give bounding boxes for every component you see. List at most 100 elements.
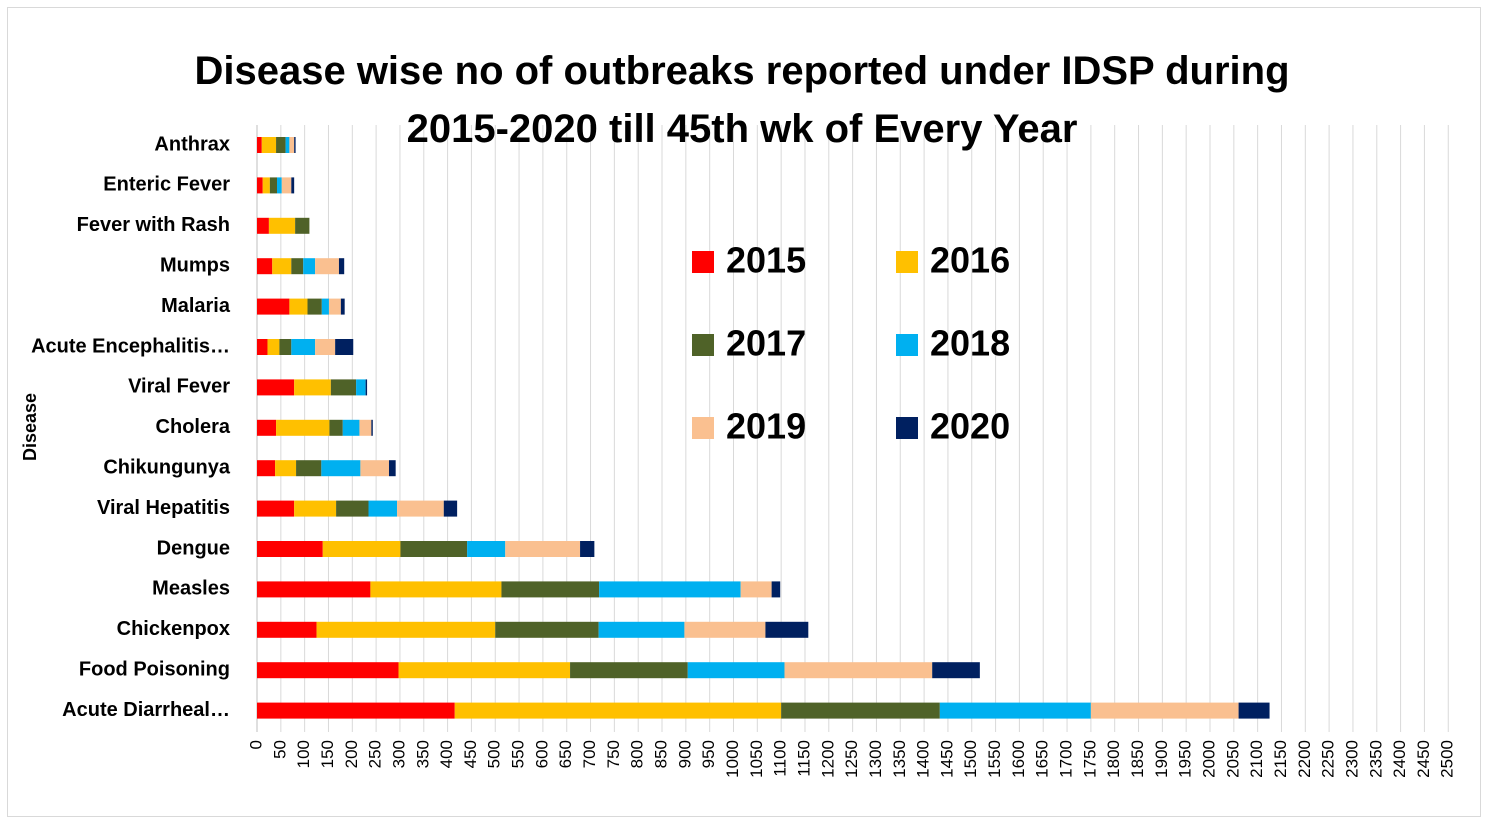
chart-frame xyxy=(7,7,1481,817)
bar-segment-2016 xyxy=(398,662,571,679)
legend-label-2016: 2016 xyxy=(930,240,1010,281)
x-tick-label: 750 xyxy=(604,740,623,768)
legend-swatch-2020 xyxy=(896,417,918,439)
legend-swatch-2016 xyxy=(896,251,918,273)
bar-segment-2015 xyxy=(257,621,317,638)
bar-segment-2016 xyxy=(261,137,277,153)
category-label: Mumps xyxy=(160,254,230,276)
x-tick-label: 1550 xyxy=(985,740,1004,778)
x-tick-label: 2100 xyxy=(1247,740,1266,778)
x-tick-label: 1100 xyxy=(771,740,790,777)
bar-segment-2016 xyxy=(322,541,401,557)
x-tick-label: 1150 xyxy=(794,740,813,777)
bar-segment-2018 xyxy=(939,702,1091,719)
bar-segment-2017 xyxy=(269,177,278,194)
x-tick-label: 100 xyxy=(294,740,313,768)
bar-segment-2020 xyxy=(932,662,980,679)
bar-segment-2019 xyxy=(315,339,336,355)
x-tick-label: 500 xyxy=(485,740,504,768)
category-label: Viral Hepatitis xyxy=(97,497,230,519)
x-tick-label: 50 xyxy=(270,740,289,759)
bar-segment-2020 xyxy=(1238,702,1270,719)
bar-segment-2018 xyxy=(303,258,316,275)
x-tick-label: 1750 xyxy=(1080,740,1099,778)
bar-segment-2020 xyxy=(340,298,345,315)
bar-segment-2016 xyxy=(272,258,292,275)
bar-segment-2016 xyxy=(267,339,280,355)
category-label: Anthrax xyxy=(154,133,230,155)
x-tick-label: 300 xyxy=(389,740,408,768)
category-label: Dengue xyxy=(157,537,230,559)
x-tick-label: 150 xyxy=(318,740,337,768)
category-labels: Anthrax Enteric Fever Fever with Rash Mumps… xyxy=(31,133,231,721)
bar-segment-2016 xyxy=(262,177,270,194)
bar-segment-2015 xyxy=(257,339,268,355)
bar-segment-2017 xyxy=(400,541,468,557)
x-tick-label: 2400 xyxy=(1390,740,1409,778)
category-label: Acute Encephalitis… xyxy=(31,335,230,357)
bar-segment-2019 xyxy=(315,258,339,275)
bar-segment-2019 xyxy=(360,460,389,477)
x-tick-label: 0 xyxy=(246,740,265,749)
category-label: Fever with Rash xyxy=(77,214,230,236)
x-tick-label: 1900 xyxy=(1152,740,1171,778)
bar-segment-2016 xyxy=(276,419,330,436)
x-tick-label: 1600 xyxy=(1009,740,1028,778)
category-label: Viral Fever xyxy=(128,376,230,398)
y-axis-title: Disease xyxy=(20,393,40,461)
category-label: Measles xyxy=(152,578,230,600)
bar-segment-2020 xyxy=(765,621,809,638)
bar-segment-2018 xyxy=(467,541,506,557)
chart-title-line-1: Disease wise no of outbreaks reported un… xyxy=(194,49,1289,93)
x-tick-label: 2200 xyxy=(1295,740,1314,778)
bar-segment-2015 xyxy=(257,298,290,315)
bar-segment-2017 xyxy=(276,137,286,153)
bar-segment-2017 xyxy=(295,217,310,234)
category-label: Chickenpox xyxy=(117,618,230,640)
bar-segment-2020 xyxy=(294,137,296,153)
x-tick-label: 2050 xyxy=(1223,740,1242,778)
x-tick-labels: 0 50 100 150 200 250 300 350 400 450 500 550 600 650 7… xyxy=(246,740,1456,778)
bar-segment-2018 xyxy=(342,419,360,436)
bar-segment-2015 xyxy=(257,137,262,153)
x-tick-label: 1250 xyxy=(842,740,861,778)
category-label: Chikungunya xyxy=(103,456,231,478)
x-tick-label: 800 xyxy=(628,740,647,768)
bar-segment-2017 xyxy=(329,419,343,436)
bar-segment-2015 xyxy=(257,419,277,436)
bar-segment-2016 xyxy=(289,298,308,315)
bar-segment-2020 xyxy=(335,339,354,355)
legend: 2015 2016 2017 2018 2019 2020 xyxy=(692,240,1010,447)
bar-segment-2019 xyxy=(684,621,766,638)
chart-title-line-2: 2015-2020 till 45th wk of Every Year xyxy=(407,107,1078,151)
x-tick-label: 2250 xyxy=(1319,740,1338,778)
x-tick-label: 1650 xyxy=(1033,740,1052,778)
bar-segment-2016 xyxy=(275,460,297,477)
bar-segment-2015 xyxy=(257,500,295,517)
bar-segment-2019 xyxy=(281,177,292,194)
bar-segment-2017 xyxy=(296,460,322,477)
category-label: Malaria xyxy=(161,295,231,317)
bar-segment-2016 xyxy=(294,500,337,517)
bar-segment-2016 xyxy=(268,217,296,234)
bar-segment-2015 xyxy=(257,258,273,275)
bar-segment-2016 xyxy=(370,581,502,598)
x-tick-label: 850 xyxy=(652,740,671,768)
bar-segment-2019 xyxy=(740,581,772,598)
x-tick-label: 200 xyxy=(342,740,361,768)
bar-segment-2020 xyxy=(580,541,595,557)
x-tick-label: 2000 xyxy=(1199,740,1218,778)
legend-label-2019: 2019 xyxy=(726,406,806,447)
x-tick-label: 650 xyxy=(556,740,575,768)
x-tick-label: 550 xyxy=(509,740,528,768)
bar-segment-2015 xyxy=(257,702,455,719)
x-tick-label: 350 xyxy=(413,740,432,768)
bar-segment-2016 xyxy=(454,702,782,719)
bar-segment-2016 xyxy=(294,379,331,396)
x-tick-label: 1800 xyxy=(1104,740,1123,778)
bar-segment-2020 xyxy=(388,460,396,477)
bar-segment-2019 xyxy=(505,541,581,557)
bar-segment-2018 xyxy=(687,662,785,679)
bar-segment-2017 xyxy=(307,298,322,315)
